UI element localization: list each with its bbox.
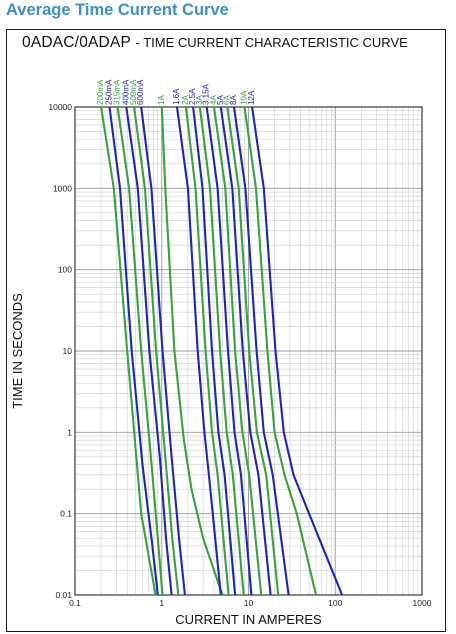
curve-315ma [116,106,164,596]
curve-label-250ma: 250mA [105,79,114,105]
curve-label-315ma: 315mA [113,79,122,105]
curve-1-6a [175,106,222,596]
curve-2-5a [192,106,237,596]
curve-12a [251,106,344,596]
x-tick-label: 1 [159,598,164,608]
curve-label-8a: 8A [229,95,238,105]
x-tick-label: 100 [328,598,342,608]
x-tick-label: 1000 [413,598,432,608]
curve-label-3-15a: 3.15A [202,83,211,105]
curve-label-10a: 10A [240,90,249,105]
y-tick-labels: 0.01 0.1 1 10 100 1000 10000 [48,102,72,600]
curve-label-6a: 6A [222,95,231,105]
curve-3-15a [205,106,253,596]
curve-label-2a: 2A [181,95,190,105]
curve-200ma [100,106,157,596]
curve-250ma [108,106,159,596]
curve-label-1a: 1A [157,95,166,105]
y-axis-label: TIME IN SECONDS [10,293,25,409]
y-tick-label: 10 [63,346,73,356]
curve-4a [212,106,263,596]
x-tick-labels: 0.1 1 10 100 1000 [69,598,432,608]
curve-6a [226,106,280,596]
y-tick-label: 100 [58,265,72,275]
y-tick-label: 1 [67,427,72,437]
curve-2a [184,106,230,596]
curves [100,106,344,596]
x-axis-label: CURRENT IN AMPERES [175,612,322,627]
chart-title: 0ADAC/0ADAP - TIME CURRENT CHARACTERISTI… [22,34,408,52]
curve-label-5a: 5A [216,95,225,105]
y-tick-label: 10000 [48,102,72,112]
curve-600ma [140,106,186,596]
curve-label-12a: 12A [247,90,256,105]
curve-5a [219,106,272,596]
curve-label-600ma: 600mA [136,79,145,105]
curve-3a [198,106,245,596]
curve-8a [232,106,290,596]
y-tick-label: 1000 [53,183,72,193]
chart-title-part-number: 0ADAC/0ADAP [22,34,132,51]
y-tick-label: 0.01 [55,590,72,600]
curve-10a [243,106,318,596]
curve-label-3a: 3A [195,95,204,105]
plot-border [74,106,423,596]
page-heading: Average Time Current Curve [6,1,229,19]
curve-label-500ma: 500mA [129,79,138,105]
curve-label-2-5a: 2.5A [188,88,197,105]
x-tick-label: 10 [244,598,254,608]
curve-label-200ma: 200mA [96,79,105,105]
curve-label-400ma: 400mA [121,79,130,105]
curve-label-1-6a: 1.6A [172,88,181,105]
curve-1a [160,106,224,596]
curve-500ma [133,106,180,596]
x-tick-label: 0.1 [69,598,81,608]
chart-title-description: - TIME CURRENT CHARACTERISTIC CURVE [135,35,408,50]
curve-400ma [125,106,173,596]
y-tick-label: 0.1 [60,509,72,519]
curve-label-4a: 4A [209,95,218,105]
